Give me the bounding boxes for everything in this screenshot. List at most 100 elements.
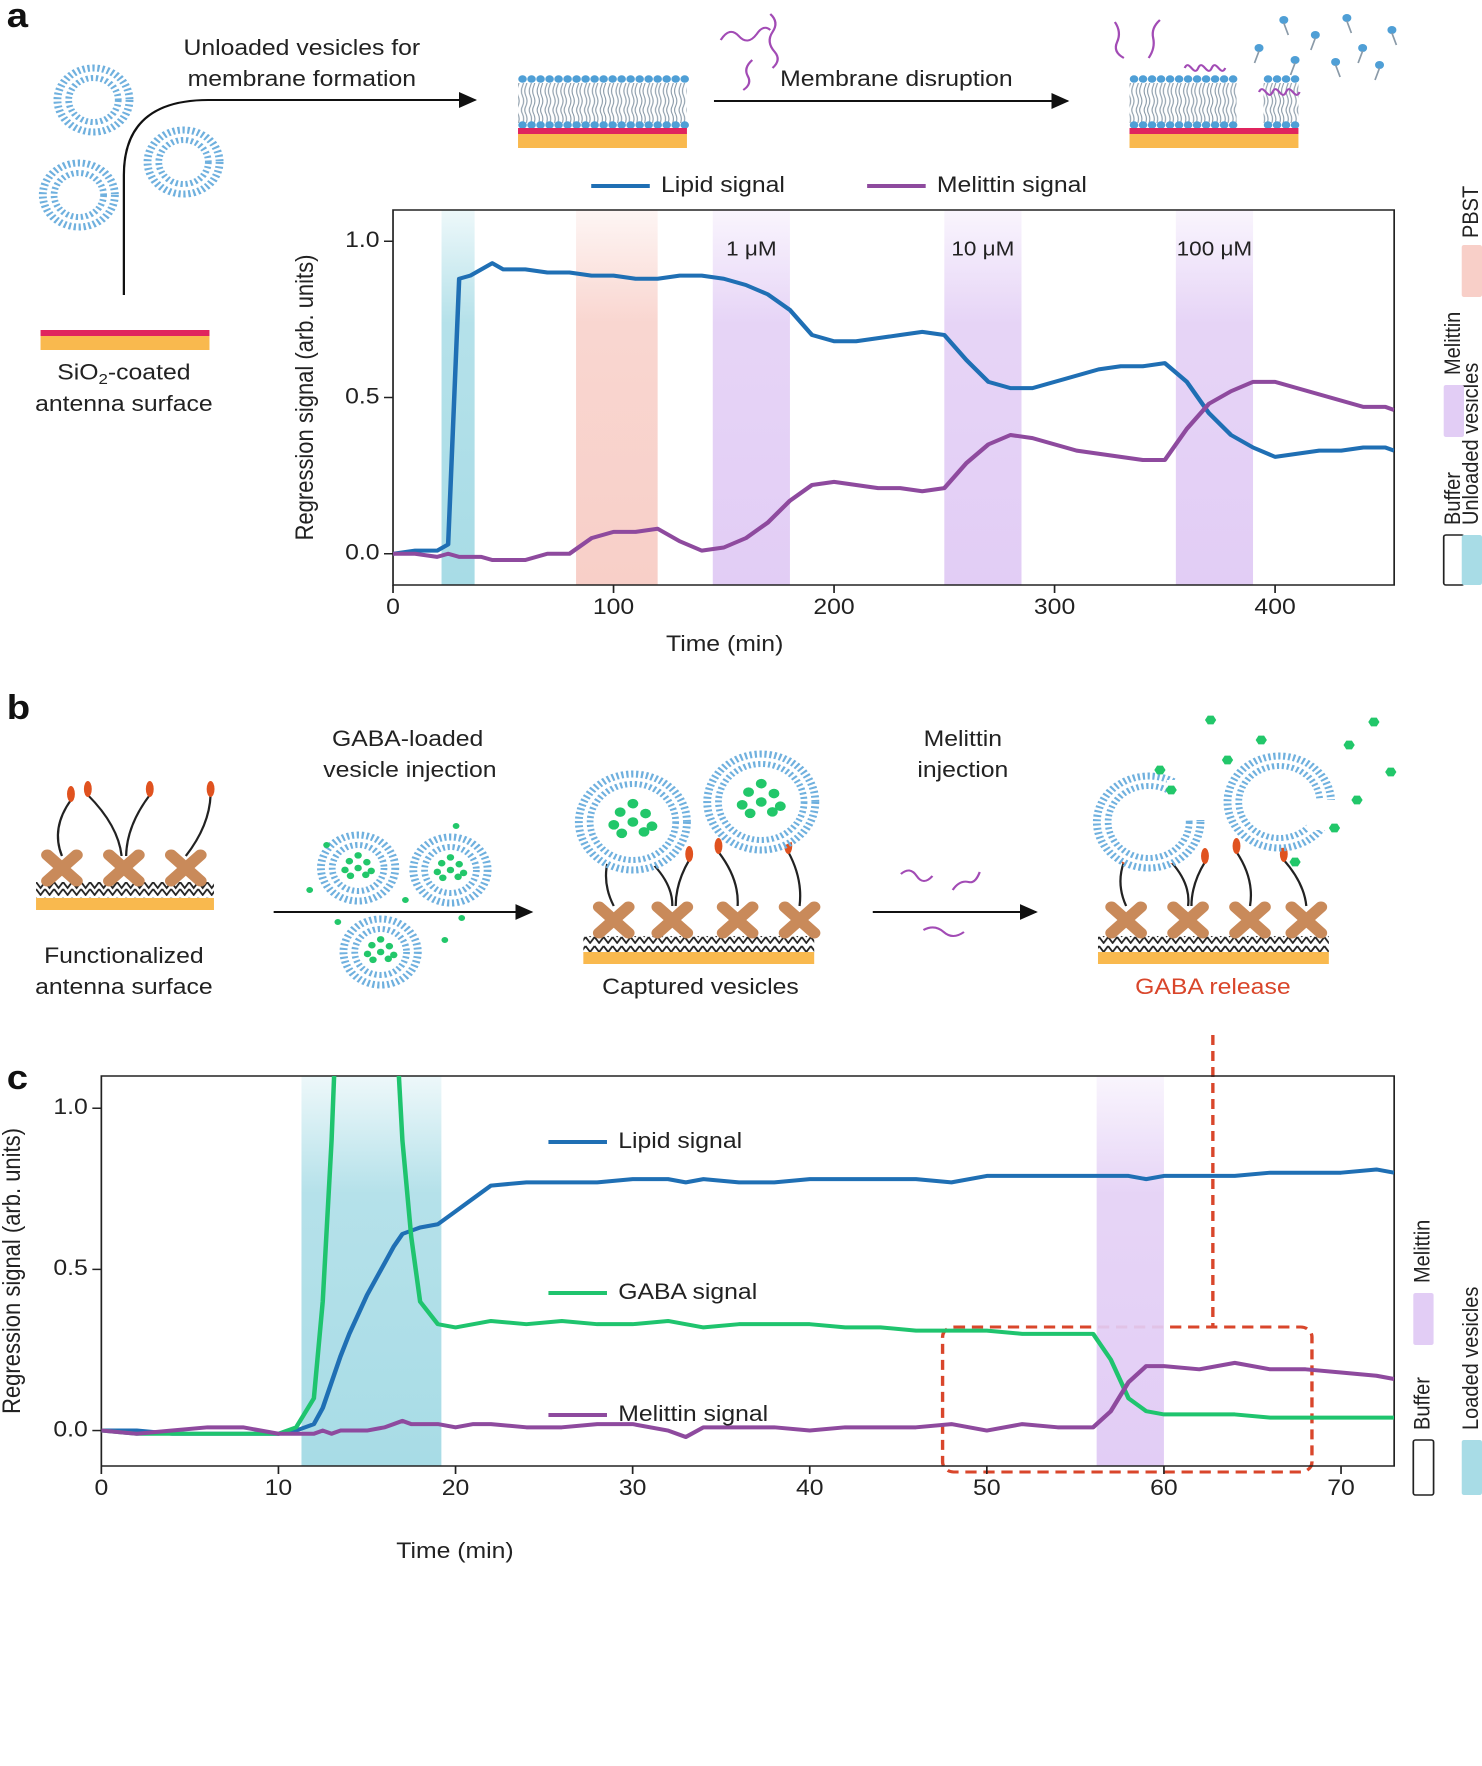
lipid-head	[1272, 75, 1282, 83]
antibody	[41, 849, 83, 887]
lipid-head	[680, 75, 689, 83]
substrate	[1097, 952, 1329, 964]
gaba-dot	[368, 941, 376, 949]
lipid-head	[662, 121, 671, 129]
surface-chemistry	[583, 936, 815, 952]
free-lipid	[1387, 26, 1397, 34]
shading-legend-label: Buffer	[1440, 472, 1465, 525]
gaba-dot	[402, 897, 409, 903]
x-tick-label: 0	[386, 594, 400, 618]
gaba-dot	[363, 950, 372, 958]
bilayer-tails	[1263, 83, 1299, 123]
gaba-dot	[743, 787, 754, 797]
lipid-head	[653, 75, 662, 83]
substrate-coating	[40, 330, 210, 336]
gaba-dot	[363, 858, 371, 866]
gaba-dot	[323, 842, 330, 848]
diagram-label: Unloaded vesicles for	[183, 35, 420, 59]
shading-legend-label: Loaded vesicles	[1458, 1287, 1482, 1430]
legend-label: Melittin signal	[937, 172, 1087, 196]
legend-label: GABA signal	[618, 1279, 757, 1303]
lipid-head	[1129, 75, 1139, 83]
x-tick-label: 40	[796, 1475, 824, 1499]
gaba-dot	[367, 867, 375, 875]
tether	[56, 799, 72, 857]
antibody	[592, 901, 635, 939]
free-lipid-tail	[1282, 22, 1290, 36]
gaba-molecule	[1165, 785, 1177, 795]
bilayer-tails	[518, 83, 687, 123]
lipid-head	[527, 75, 536, 83]
gaba-molecule	[1255, 735, 1267, 745]
y-tick-label: 1.0	[53, 1094, 87, 1118]
x-tick-label: 200	[813, 594, 854, 618]
gaba-dot	[446, 854, 455, 861]
panel-letter: b	[7, 688, 30, 726]
free-lipid-tail	[1391, 32, 1398, 46]
tether-tag	[1201, 848, 1209, 864]
y-tick-label: 0.5	[345, 384, 379, 408]
lipid-head	[554, 121, 563, 129]
lipid-head	[1290, 75, 1300, 83]
x-tick-label: 50	[973, 1475, 1001, 1499]
legend-swatch	[1461, 245, 1482, 297]
shaded-band	[1175, 210, 1254, 585]
x-axis-title: Time (min)	[396, 1538, 513, 1562]
lipid-head	[536, 75, 545, 83]
gaba-dot	[646, 821, 658, 832]
lipid-head	[545, 75, 554, 83]
peptides	[719, 13, 1161, 937]
legend-swatch	[1461, 1440, 1482, 1495]
tether	[674, 859, 691, 907]
lipid-head	[1165, 121, 1175, 129]
gaba-molecule	[1368, 717, 1380, 727]
shaded-band	[1096, 1076, 1164, 1466]
tether-tag	[685, 846, 694, 862]
peptide-coil	[1183, 64, 1227, 72]
substrate	[36, 898, 214, 910]
shading-legend-label: Melittin	[1409, 1220, 1434, 1283]
lipid-head	[1138, 121, 1148, 129]
diagram-label: Captured vesicles	[602, 974, 799, 998]
gaba-dot	[446, 866, 455, 874]
series-line	[393, 261, 1395, 556]
tether	[787, 851, 802, 907]
shaded-band	[576, 210, 658, 585]
gaba-dot	[614, 807, 626, 817]
lipid-head	[563, 75, 572, 83]
gaba-dot	[755, 797, 767, 807]
diagram-label: Melittin	[924, 726, 1002, 750]
y-axis-title: Regression signal (arb. units)	[0, 1128, 25, 1414]
antibody	[651, 901, 694, 939]
panel-letter: c	[7, 1058, 28, 1096]
vesicle-inner	[155, 137, 212, 187]
lipid-head	[1210, 121, 1220, 129]
y-tick-label: 0.5	[53, 1255, 87, 1279]
gaba-molecule	[1289, 857, 1301, 867]
lipid-head	[1210, 75, 1220, 83]
legend-label: Melittin signal	[618, 1401, 768, 1425]
gaba-dot	[640, 808, 652, 819]
substrate-coating	[1129, 128, 1299, 134]
lipid-head	[662, 75, 671, 83]
substrate-coating	[518, 128, 687, 134]
lipid-head	[1174, 75, 1184, 83]
tether	[1119, 861, 1128, 907]
panel-letter: a	[7, 0, 29, 34]
lipid-head	[1129, 121, 1139, 129]
gaba-dot	[452, 823, 460, 829]
gaba-dot	[768, 788, 780, 799]
tether	[1235, 851, 1252, 907]
tether-tag	[83, 781, 92, 797]
legend-label: Lipid signal	[618, 1128, 742, 1152]
surface-label-part: -coated	[108, 360, 191, 384]
legend-swatch	[1461, 535, 1482, 585]
bilayer-tails	[1129, 83, 1237, 123]
gaba-dot	[384, 955, 393, 963]
plot-frame	[100, 1075, 1396, 1467]
x-tick-label: 30	[619, 1475, 647, 1499]
gaba-dot	[345, 857, 354, 865]
lipid-head	[1201, 121, 1211, 129]
series-line	[393, 379, 1395, 562]
